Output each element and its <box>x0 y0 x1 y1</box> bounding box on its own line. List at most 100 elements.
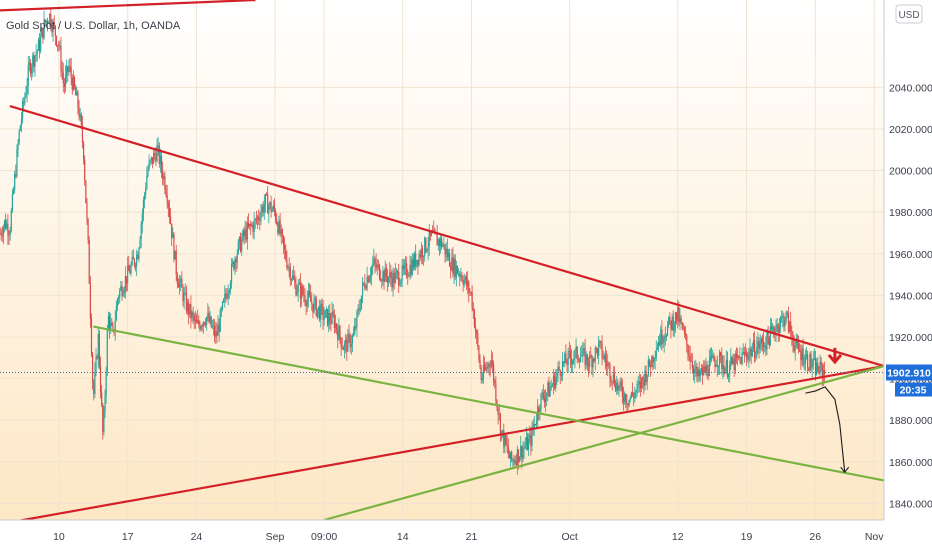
candle-body <box>784 320 786 327</box>
candle-body <box>107 315 110 331</box>
candle-body <box>374 258 376 264</box>
candle-body <box>165 190 167 196</box>
candle-body <box>672 316 674 331</box>
candle-body <box>300 286 303 299</box>
candle-body <box>794 345 796 351</box>
candle-body <box>716 364 718 367</box>
candle-body <box>28 62 30 66</box>
candle-body <box>706 364 708 376</box>
candle-body <box>1 235 3 237</box>
candle-body <box>587 363 590 367</box>
candle-body <box>746 352 748 357</box>
candle-body <box>574 350 576 359</box>
candle-body <box>647 359 649 375</box>
candle-body <box>166 195 168 203</box>
candle-body <box>790 321 792 332</box>
y-tick-label: 1940.000 <box>889 290 932 302</box>
candle-body <box>480 367 482 381</box>
candle-body <box>92 354 94 382</box>
candle-body <box>67 66 69 72</box>
candle-body <box>709 356 712 360</box>
candle-body <box>749 348 751 354</box>
candle-body <box>773 327 775 332</box>
candle-body <box>695 366 697 370</box>
candle-body <box>548 382 550 397</box>
candle-body <box>436 234 438 246</box>
candle-body <box>267 194 269 214</box>
candle-body <box>579 356 582 362</box>
candle-body <box>53 21 55 26</box>
candle-body <box>627 403 629 406</box>
candle-body <box>750 348 752 357</box>
trendline-support <box>0 364 885 526</box>
candle-body <box>76 92 78 96</box>
candle-body <box>0 233 2 236</box>
candle-body <box>412 259 415 268</box>
x-tick-label: 21 <box>466 531 478 543</box>
candle-body <box>556 372 558 378</box>
candle-body <box>368 278 370 283</box>
candle-body <box>549 388 551 397</box>
candle-body <box>406 263 408 277</box>
candle-body <box>6 223 8 229</box>
candle-body <box>788 321 791 332</box>
candle-body <box>278 220 280 234</box>
candle-body <box>234 258 236 269</box>
candle-body <box>512 459 514 461</box>
candle-body <box>164 176 166 191</box>
candle-body <box>186 302 189 312</box>
candle-body <box>158 145 160 164</box>
candle-body <box>52 21 54 33</box>
candle-body <box>272 205 274 210</box>
candle-body <box>787 313 790 332</box>
candle-body <box>175 250 177 275</box>
candle-body <box>612 373 614 383</box>
candle-body <box>237 241 239 254</box>
candle-body <box>372 263 374 268</box>
candle-body <box>325 308 328 311</box>
candle-body <box>200 326 202 330</box>
candle-body <box>97 333 99 359</box>
candle-body <box>495 382 497 401</box>
candle-body <box>132 256 134 260</box>
candle-body <box>611 381 613 383</box>
candle-body <box>581 354 583 357</box>
candle-body <box>256 216 259 221</box>
candle-body <box>563 361 565 363</box>
candle-body <box>64 74 67 87</box>
candle-body <box>336 323 338 331</box>
candle-body <box>785 312 787 321</box>
candle-body <box>105 370 107 396</box>
price-axis[interactable] <box>884 0 932 520</box>
candle-body <box>487 363 489 368</box>
candle-body <box>3 220 6 228</box>
candle-body <box>227 292 229 299</box>
candle-body <box>768 337 770 346</box>
candle-body <box>326 308 329 326</box>
candle-body <box>625 393 627 404</box>
candle-body <box>296 292 298 296</box>
x-axis-ticks: 10 17 24 Sep 09:00 14 21 Oct 12 19 26 Nov <box>53 531 884 543</box>
candle-body <box>699 372 701 377</box>
candle-body <box>182 287 184 302</box>
candle-body <box>373 258 375 264</box>
candle-body <box>624 393 626 402</box>
candle-body <box>208 313 210 322</box>
candle-body <box>438 239 440 247</box>
candle-body <box>398 272 400 286</box>
candle-body <box>697 369 699 377</box>
candle-body <box>316 308 319 316</box>
candle-body <box>631 392 634 396</box>
time-axis[interactable] <box>0 520 932 550</box>
candle-body <box>197 319 199 323</box>
candle-body <box>331 311 333 324</box>
candle-body <box>464 276 466 281</box>
candle-body <box>610 378 612 382</box>
currency-badge[interactable]: USD <box>895 4 923 24</box>
candle-body <box>783 316 785 327</box>
candle-body <box>26 85 28 94</box>
candle-body <box>657 341 660 348</box>
candle-body <box>645 370 647 383</box>
